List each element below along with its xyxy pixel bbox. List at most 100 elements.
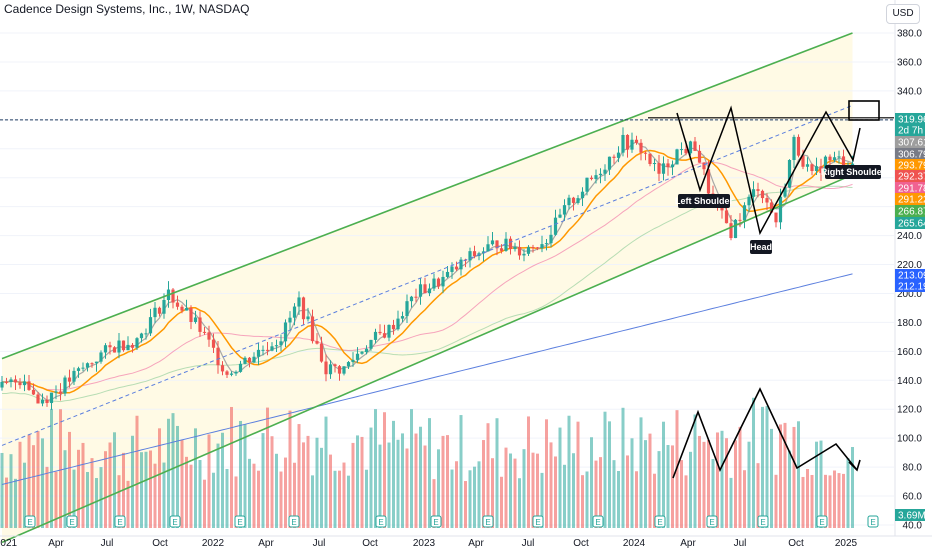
- x-tick-label: Apr: [48, 538, 64, 549]
- volume-bar: [5, 477, 8, 528]
- candle-body: [756, 189, 760, 191]
- volume-bar: [198, 460, 202, 528]
- candle-body: [54, 391, 58, 393]
- candle-body: [513, 247, 517, 250]
- volume-bar: [347, 475, 350, 528]
- candle-body: [351, 359, 355, 363]
- volume-bar: [297, 424, 301, 528]
- candle-body: [540, 244, 544, 249]
- right-shoulder-label: Right Shoulder: [821, 167, 886, 177]
- candle-body: [571, 197, 576, 203]
- volume-bar: [792, 426, 796, 528]
- volume-bar: [410, 409, 413, 528]
- candle-body: [459, 259, 463, 270]
- volume-bar: [117, 475, 121, 528]
- x-tick-label: Apr: [680, 538, 696, 549]
- candle-body: [355, 353, 360, 360]
- volume-bar: [504, 447, 508, 528]
- candle-body: [828, 156, 832, 161]
- earnings-marker-icon: E: [433, 518, 438, 527]
- candle-body: [58, 391, 63, 394]
- y-tick-label: 340.0: [897, 86, 922, 97]
- candle-body: [391, 324, 396, 330]
- y-tick-label: 240.0: [897, 231, 922, 242]
- candle-body: [315, 341, 319, 344]
- price-tag-sub-bg: [895, 124, 925, 136]
- candle-body: [229, 373, 234, 375]
- volume-bar: [729, 477, 733, 528]
- price-tag-value: 265.64: [898, 219, 929, 230]
- volume-bar: [288, 410, 292, 528]
- volume-bar: [365, 469, 368, 528]
- y-tick-label: 140.0: [897, 376, 922, 387]
- price-tag-value: 292.37: [898, 172, 929, 183]
- price-tag-value: 293.79: [898, 161, 929, 172]
- channel-background: [2, 33, 853, 543]
- volume-bar: [797, 421, 800, 528]
- candle-body: [535, 247, 540, 249]
- candle-body: [450, 266, 454, 272]
- candle-body: [531, 247, 535, 249]
- candle-body: [648, 153, 652, 164]
- pattern-overlay: Left Shoulder Head Right Shoulder: [0, 32, 894, 544]
- x-tick-label: Oct: [362, 538, 378, 549]
- volume-bar: [126, 480, 130, 528]
- volume-bar: [315, 437, 319, 528]
- volume-bar: [437, 449, 440, 528]
- earnings-marker: [234, 515, 246, 528]
- volume-bar: [266, 407, 269, 528]
- x-tick-label: 2023: [413, 538, 436, 549]
- price-tag-value: 212.19: [898, 282, 929, 293]
- volume-bar: [194, 428, 197, 528]
- candle-body: [517, 247, 522, 256]
- candle-body: [544, 243, 549, 245]
- currency-button[interactable]: USD: [886, 4, 920, 24]
- volume-bar: [500, 476, 503, 528]
- candle-body: [481, 251, 486, 254]
- candle-body: [36, 394, 40, 404]
- volume-bar: [108, 442, 112, 528]
- volume-bar: [324, 416, 328, 528]
- candle-body: [702, 162, 706, 170]
- volume-bar: [774, 474, 778, 528]
- price-tag-bg: [895, 159, 925, 171]
- price-tag-countdown: 2d 7h: [898, 126, 923, 137]
- x-tick-label: Jul: [313, 538, 326, 549]
- candle-body: [697, 150, 702, 163]
- candle-body: [373, 331, 378, 340]
- candle-body: [76, 368, 81, 371]
- candle-body: [607, 156, 612, 170]
- candle-body: [706, 169, 711, 194]
- candle-body: [553, 217, 558, 235]
- earnings-marker: [169, 515, 181, 528]
- candle-body: [346, 362, 351, 367]
- volume-bar: [486, 423, 490, 528]
- candle-body: [585, 177, 589, 192]
- volume-bar: [419, 426, 422, 528]
- candle-body: [261, 349, 265, 351]
- volume-bar: [158, 428, 161, 528]
- volume-bar: [788, 450, 791, 528]
- volume-bar: [563, 464, 566, 528]
- volume-bar: [747, 441, 751, 528]
- candle-body: [562, 205, 567, 215]
- volume-bar: [581, 475, 584, 528]
- candle-body: [427, 288, 432, 294]
- x-tick-label: Oct: [573, 538, 589, 549]
- price-tag-value: 307.61: [898, 138, 929, 149]
- volume-bar: [819, 440, 823, 528]
- candle-body: [63, 377, 67, 394]
- volume-bar: [720, 430, 724, 528]
- volume-bar: [113, 432, 116, 528]
- candle-body: [274, 345, 279, 347]
- candle-body: [99, 352, 103, 362]
- candle-body: [139, 333, 144, 339]
- volume-bar: [369, 427, 373, 528]
- candle-body: [148, 317, 153, 334]
- price-tag-bg: [895, 148, 925, 160]
- earnings-marker: [816, 515, 828, 528]
- candle-body: [319, 343, 324, 362]
